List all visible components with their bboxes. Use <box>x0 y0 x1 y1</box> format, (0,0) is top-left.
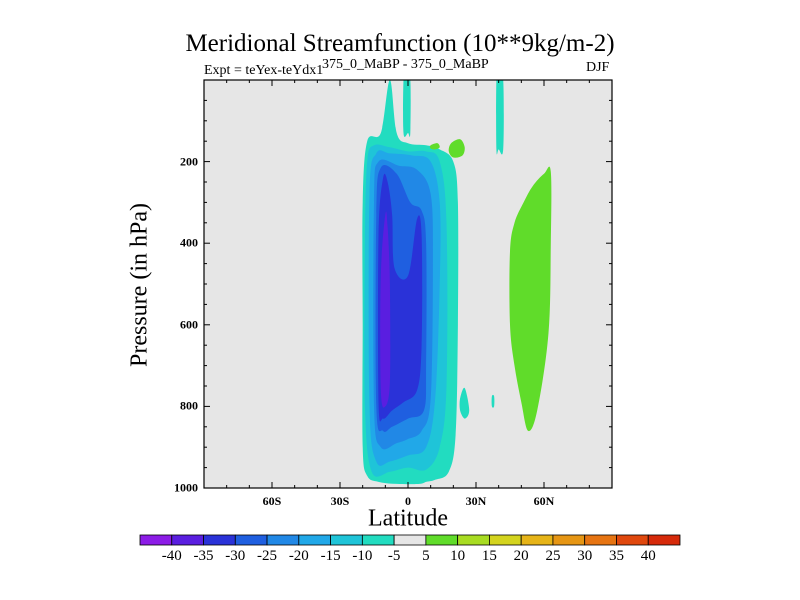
contour-region--5 <box>496 80 504 155</box>
colorbar-label: 40 <box>640 548 656 564</box>
colorbar-label: -25 <box>257 548 278 564</box>
contour-region--35 <box>380 211 391 408</box>
colorbar-label: -10 <box>352 548 373 564</box>
contour-region-10 <box>509 166 552 432</box>
contour-region--5 <box>491 394 495 408</box>
colorbar-swatch <box>489 534 522 546</box>
colorbar-label: 15 <box>481 548 497 564</box>
y-tick-label: 600 <box>180 317 198 332</box>
x-axis-label: Latitude <box>368 505 448 532</box>
colorbar-swatch <box>266 534 300 546</box>
colorbar-label: 5 <box>422 548 430 564</box>
colorbar-label: 20 <box>513 548 529 564</box>
season-label: DJF <box>586 60 610 75</box>
colorbar-swatch <box>393 534 427 546</box>
colorbar-swatch <box>171 534 204 546</box>
colorbar-label: 10 <box>450 548 466 564</box>
x-tick-label: 30S <box>330 494 350 508</box>
contour-regions <box>362 80 552 485</box>
y-tick-label: 200 <box>180 154 198 169</box>
contour-region-10 <box>429 143 440 150</box>
colorbar-label: 30 <box>577 548 593 564</box>
colorbar-swatch <box>457 534 490 546</box>
contour-region-10 <box>448 139 465 158</box>
colorbar-swatch <box>425 534 459 546</box>
colorbar-label: -30 <box>225 548 246 564</box>
colorbar-label: -35 <box>193 548 214 564</box>
colorbar-swatch <box>298 534 331 546</box>
colorbar-swatch <box>234 534 268 546</box>
experiment-period-label: 375_0_MaBP - 375_0_MaBP <box>322 57 489 72</box>
contour-region--5 <box>459 387 470 419</box>
colorbar-label: -20 <box>288 548 309 564</box>
colorbar-swatch <box>139 534 173 546</box>
colorbar-swatch <box>361 534 395 546</box>
colorbar-swatch <box>552 534 586 546</box>
x-tick-label: 60S <box>262 494 282 508</box>
colorbar-label: -40 <box>161 548 182 564</box>
colorbar-label: 25 <box>545 548 561 564</box>
colorbar-swatch <box>584 534 617 546</box>
colorbar-swatch <box>203 534 236 546</box>
colorbar-swatch <box>647 534 681 546</box>
colorbar-swatch <box>520 534 554 546</box>
x-tick-label: 60N <box>533 494 555 508</box>
chart-title: Meridional Streamfunction (10**9kg/m-2) <box>185 30 615 57</box>
y-tick-label: 1000 <box>174 480 198 495</box>
colorbar-label: -5 <box>387 548 401 564</box>
x-tick-label: 0 <box>405 494 411 508</box>
y-tick-label: 400 <box>180 235 198 250</box>
experiment-label: Expt = teYex-teYdx1 <box>204 63 324 78</box>
contour-region--5 <box>403 80 411 137</box>
colorbar-label: -15 <box>320 548 341 564</box>
y-tick-label: 800 <box>180 398 198 413</box>
colorbar-label: 35 <box>608 548 624 564</box>
x-tick-label: 30N <box>465 494 487 508</box>
colorbar-swatch <box>616 534 649 546</box>
colorbar-swatch <box>330 534 363 546</box>
